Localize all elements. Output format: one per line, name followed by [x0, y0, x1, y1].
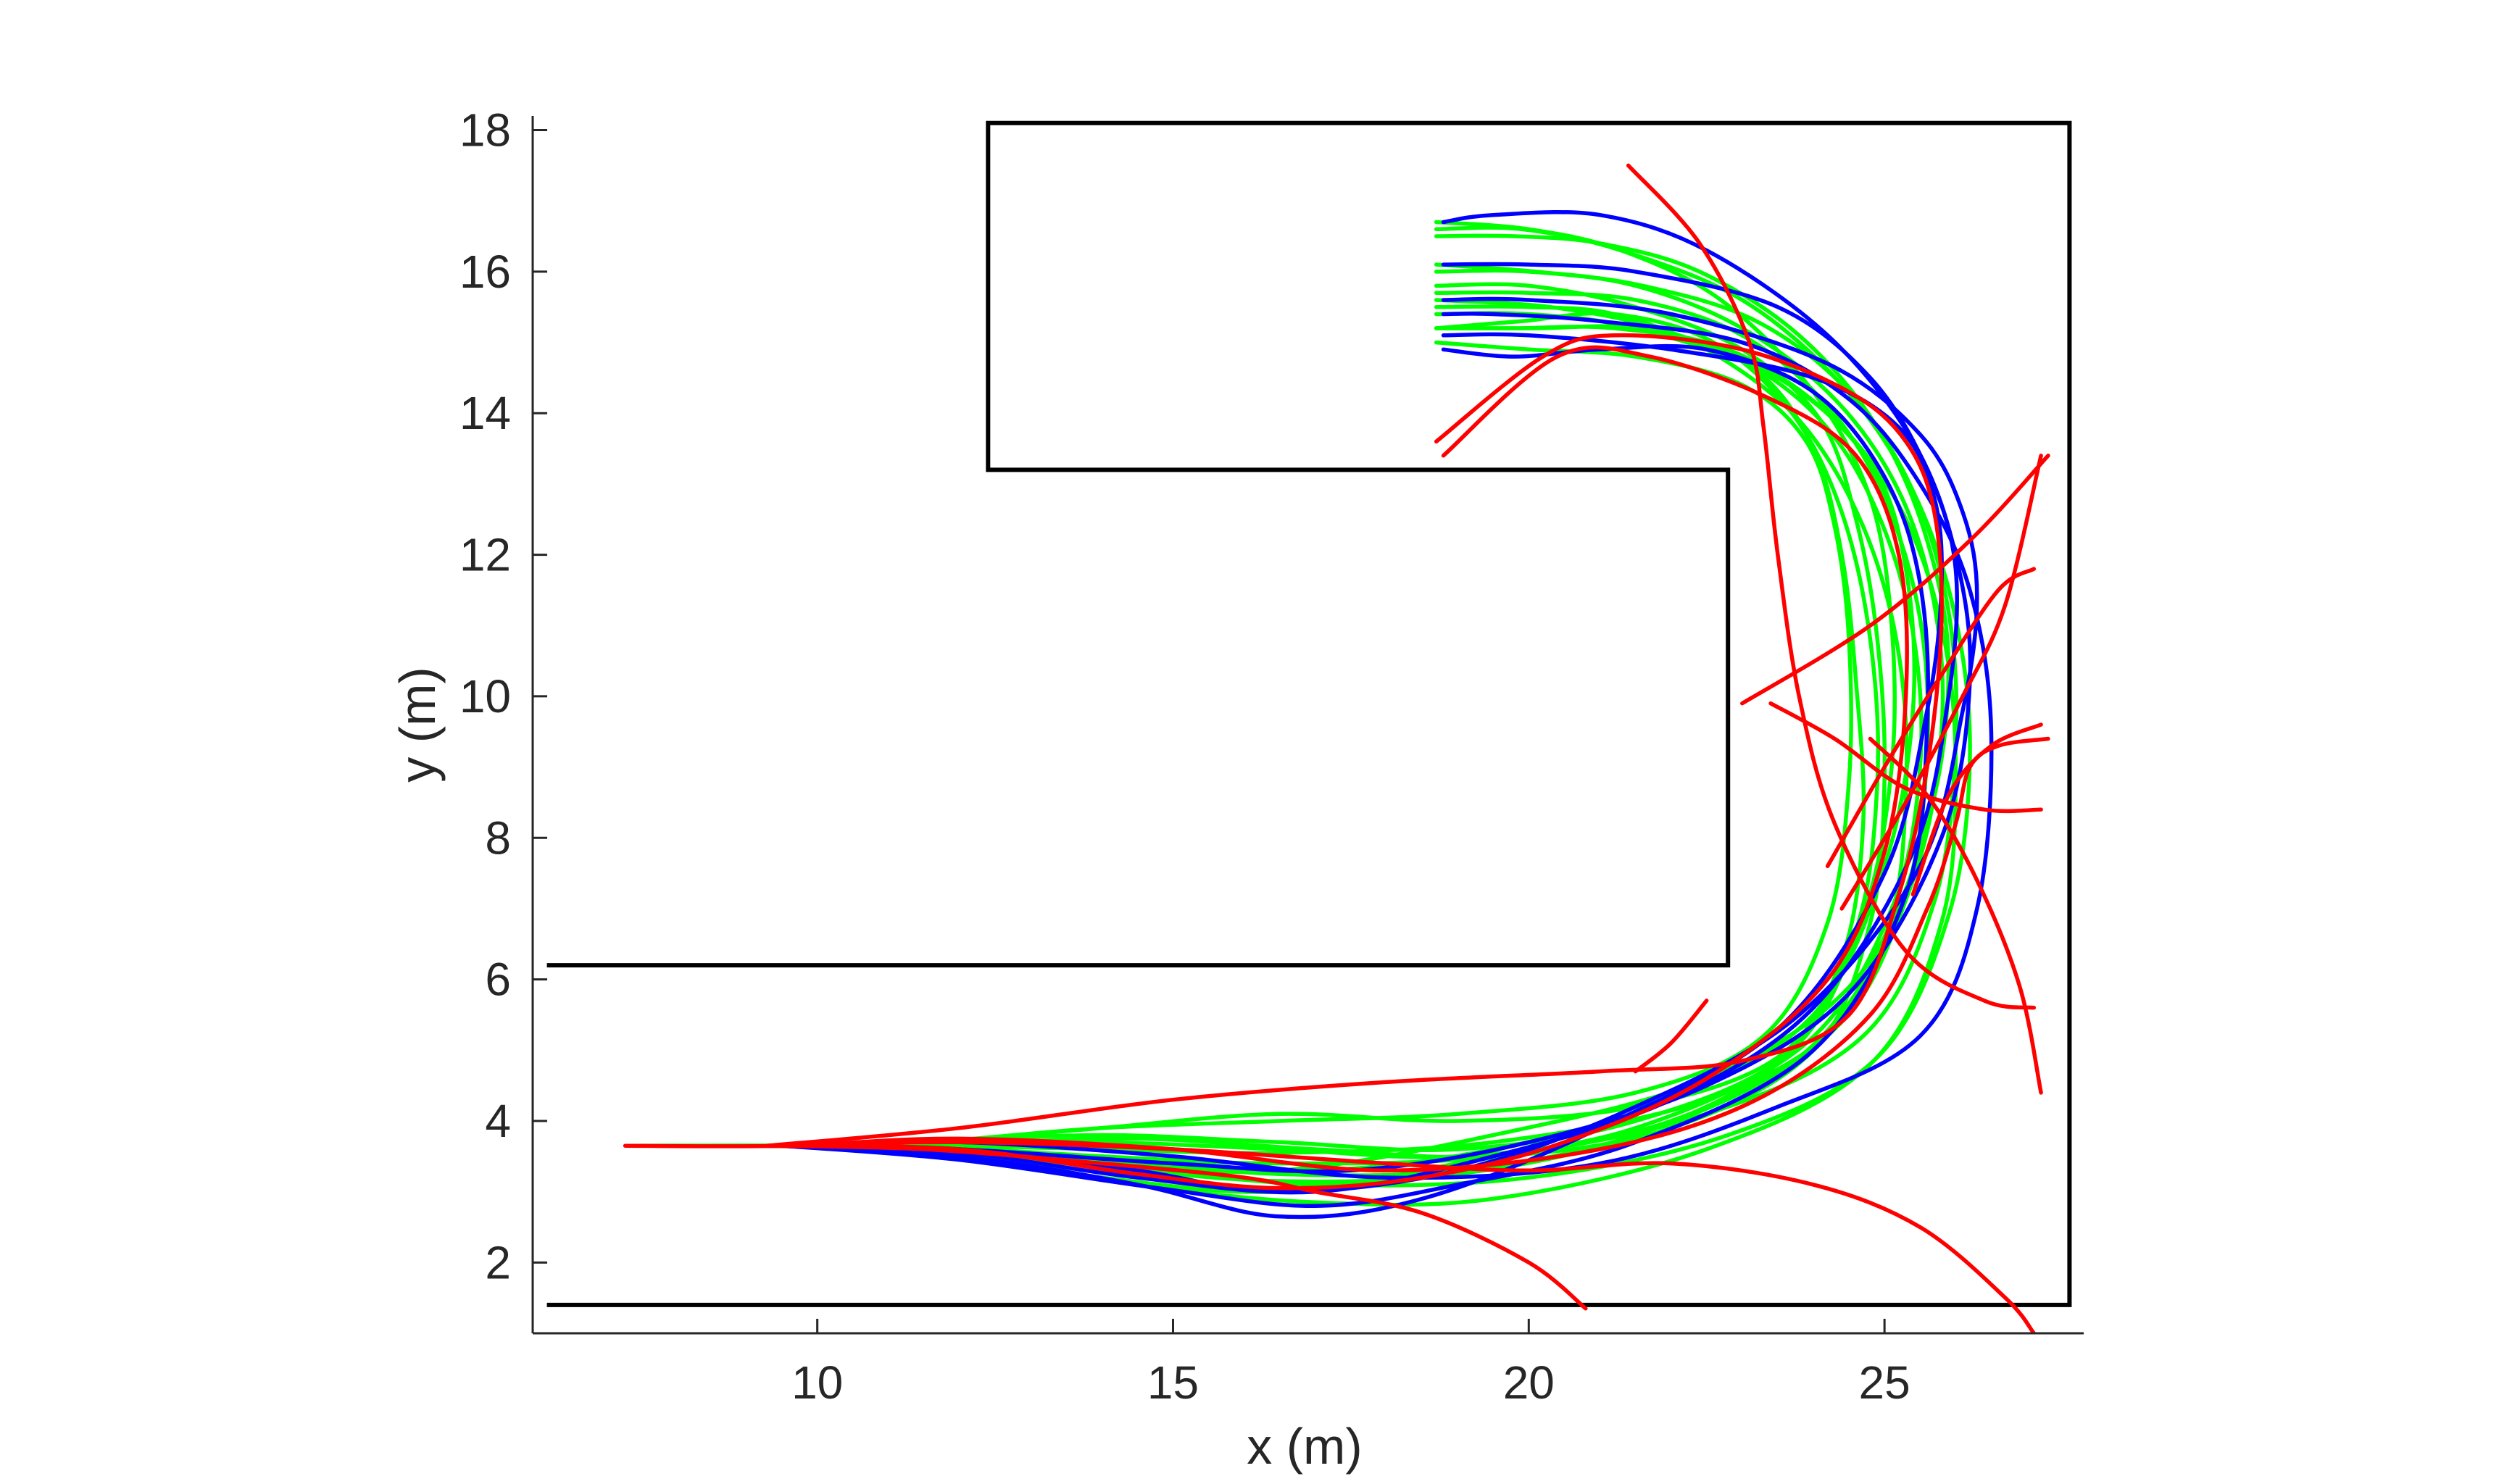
- y-tick-label: 16: [460, 246, 511, 298]
- green-trajectory-15: [765, 298, 1866, 1148]
- environment-wall-0: [546, 120, 2072, 1307]
- y-tick-label: 6: [485, 954, 511, 1006]
- blue-trajectory-5: [779, 343, 1930, 1208]
- red-trajectory-27: [1868, 736, 2043, 1095]
- red-trajectory-32: [1740, 454, 2050, 706]
- red-trajectory-30: [1910, 722, 2043, 897]
- red-trajectory-26: [1768, 701, 2043, 814]
- green-trajectory-17: [765, 311, 1881, 1184]
- x-tick-label: 10: [791, 1356, 843, 1409]
- x-tick-label: 15: [1147, 1356, 1199, 1409]
- green-trajectory-14: [765, 290, 1930, 1156]
- wall-layer: [546, 120, 2072, 1307]
- y-tick-label: 12: [460, 529, 511, 581]
- red-trajectory-24: [765, 345, 1909, 1191]
- y-tick-label: 2: [485, 1236, 511, 1288]
- trajectory-layer: [623, 163, 2050, 1333]
- green-trajectory-18: [765, 262, 1959, 1166]
- red-trajectory-25: [1626, 163, 2037, 1010]
- blue-trajectory-4: [779, 312, 1994, 1180]
- red-trajectory-29: [1839, 454, 2043, 911]
- red-trajectory-28: [1825, 567, 2037, 869]
- green-trajectory-13: [765, 304, 1909, 1177]
- x-tick-label: 20: [1503, 1356, 1555, 1409]
- y-axis-label: y (m): [389, 667, 446, 782]
- x-axis-label: x (m): [1247, 1418, 1362, 1475]
- green-trajectory-19: [765, 324, 1924, 1159]
- blue-trajectory-3: [779, 209, 1973, 1174]
- green-trajectory-10: [765, 282, 1887, 1159]
- y-tick-label: 8: [485, 812, 511, 864]
- y-tick-label: 18: [460, 104, 511, 157]
- blue-trajectory-0: [779, 332, 1944, 1220]
- red-trajectory-20: [623, 736, 2050, 1173]
- red-trajectory-22: [765, 1140, 2037, 1333]
- axes: 10 15 20 25 2 4 6 8 10 12 14 16 18: [460, 104, 2084, 1409]
- red-trajectory-31: [1633, 999, 1709, 1074]
- y-tick-label: 4: [485, 1095, 511, 1147]
- green-trajectory-6: [630, 311, 1917, 1173]
- x-tick-label: 25: [1859, 1356, 1910, 1409]
- y-tick-label: 14: [460, 387, 511, 439]
- y-tick-label: 10: [460, 670, 511, 722]
- red-trajectory-23: [765, 333, 1944, 1148]
